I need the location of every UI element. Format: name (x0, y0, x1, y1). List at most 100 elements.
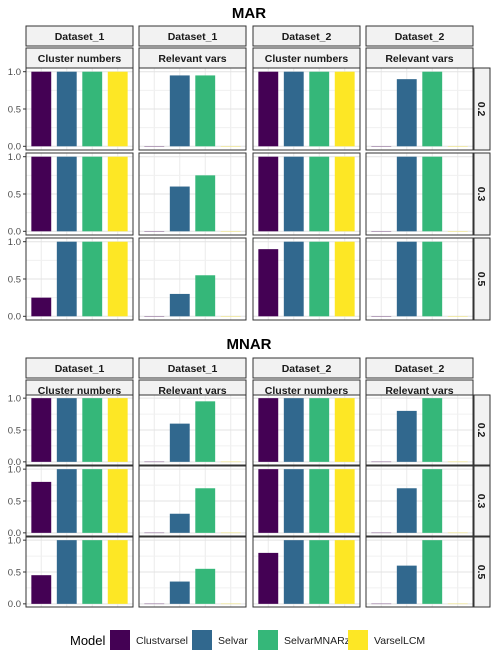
bar-selvarmnarz (309, 398, 330, 462)
bar-selvarmnarz (309, 241, 330, 317)
bar-selvar (56, 71, 77, 147)
panel-border (138, 536, 247, 608)
bar-selvar (283, 398, 304, 462)
bar-varsellcm (334, 469, 355, 533)
facet-panel (365, 465, 474, 537)
panel-border (365, 152, 474, 236)
row-strip-label: 0.5 (475, 272, 487, 287)
facet-panel (138, 465, 247, 537)
bar-clustvarsel (258, 71, 279, 147)
bar-clustvarsel (31, 156, 52, 232)
panel-border (252, 152, 361, 236)
bar-selvar (396, 241, 417, 317)
facet-panel (25, 394, 134, 466)
facet-panel (365, 67, 474, 151)
y-tick-label: 1.0 (8, 393, 21, 404)
bar-selvarmnarz (422, 241, 443, 317)
y-tick-label: 0.0 (8, 599, 21, 610)
y-tick-label: 1.0 (8, 237, 21, 248)
panel-border (252, 394, 361, 466)
facet-panel (252, 237, 361, 321)
dataset-strip (25, 25, 134, 47)
legend-key-varsellcm (348, 630, 368, 650)
legend-label: Clustvarsel (136, 635, 188, 647)
legend-key-selvarmnarz (258, 630, 278, 650)
legend-key-clustvarsel (110, 630, 130, 650)
facet-panel (138, 394, 247, 466)
bar-selvarmnarz (82, 241, 103, 317)
y-tick-label: 1.0 (8, 67, 21, 78)
facet-panel (25, 237, 134, 321)
y-tick-label: 0.0 (8, 457, 21, 468)
facet-panel (25, 67, 134, 151)
bar-selvar (396, 565, 417, 604)
y-tick-label: 0.5 (8, 104, 21, 115)
bar-varsellcm (107, 156, 128, 232)
bar-selvar (169, 581, 190, 604)
facet-panel (138, 536, 247, 608)
dataset-strip (138, 357, 247, 379)
facet-panel (138, 152, 247, 236)
bar-clustvarsel (31, 481, 52, 533)
dataset-strip (252, 357, 361, 379)
bar-selvar (169, 513, 190, 533)
metric-strip-label: Cluster numbers (38, 385, 122, 397)
panel-border (365, 394, 474, 466)
panel-border (365, 536, 474, 608)
facet-panel (25, 536, 134, 608)
row-strip (473, 237, 491, 321)
bar-clustvarsel (31, 398, 52, 462)
panel-border (25, 237, 134, 321)
bar-varsellcm (334, 156, 355, 232)
bar-clustvarsel (31, 297, 52, 317)
bar-clustvarsel (258, 469, 279, 533)
bar-selvar (169, 423, 190, 462)
bar-selvar (283, 156, 304, 232)
chart-title: MNAR (227, 336, 272, 353)
bar-selvar (396, 488, 417, 533)
bar-selvarmnarz (82, 469, 103, 533)
row-strip-label: 0.5 (475, 565, 487, 580)
panel-border (138, 152, 247, 236)
row-strip (473, 394, 491, 466)
facet-panel (25, 152, 134, 236)
bar-selvar (396, 156, 417, 232)
bar-selvarmnarz (422, 398, 443, 462)
legend-key-selvar (192, 630, 212, 650)
bar-selvarmnarz (195, 568, 216, 604)
panel-border (365, 465, 474, 537)
bar-selvar (56, 469, 77, 533)
facet-panel (138, 237, 247, 321)
metric-strip-label: Cluster numbers (265, 53, 349, 65)
bar-selvarmnarz (422, 469, 443, 533)
bar-selvarmnarz (422, 540, 443, 604)
dataset-strip-label: Dataset_1 (55, 363, 105, 375)
metric-strip-label: Relevant vars (385, 385, 453, 397)
row-strip-label: 0.3 (475, 187, 487, 202)
panel-border (25, 67, 134, 151)
dataset-strip (252, 25, 361, 47)
bar-selvarmnarz (422, 71, 443, 147)
facet-panel (25, 465, 134, 537)
y-tick-label: 0.5 (8, 425, 21, 436)
panel-border (25, 152, 134, 236)
row-strip-label: 0.2 (475, 102, 487, 117)
bar-selvarmnarz (309, 71, 330, 147)
bar-selvar (396, 410, 417, 462)
dataset-strip-label: Dataset_1 (168, 31, 218, 43)
panel-border (252, 536, 361, 608)
row-strip (473, 67, 491, 151)
y-tick-label: 0.0 (8, 142, 21, 153)
bar-selvar (283, 540, 304, 604)
y-tick-label: 1.0 (8, 152, 21, 163)
legend-label: SelvarMNARz (284, 635, 350, 647)
dataset-strip-label: Dataset_2 (282, 31, 332, 43)
panel-border (365, 237, 474, 321)
panel-border (252, 237, 361, 321)
bar-clustvarsel (258, 552, 279, 604)
bar-selvarmnarz (82, 540, 103, 604)
bar-clustvarsel (258, 398, 279, 462)
bar-varsellcm (107, 241, 128, 317)
chart-mnar: MNAR Dataset_1 Cluster numbers Dataset_1 Rel… (8, 336, 491, 610)
bar-clustvarsel (258, 156, 279, 232)
